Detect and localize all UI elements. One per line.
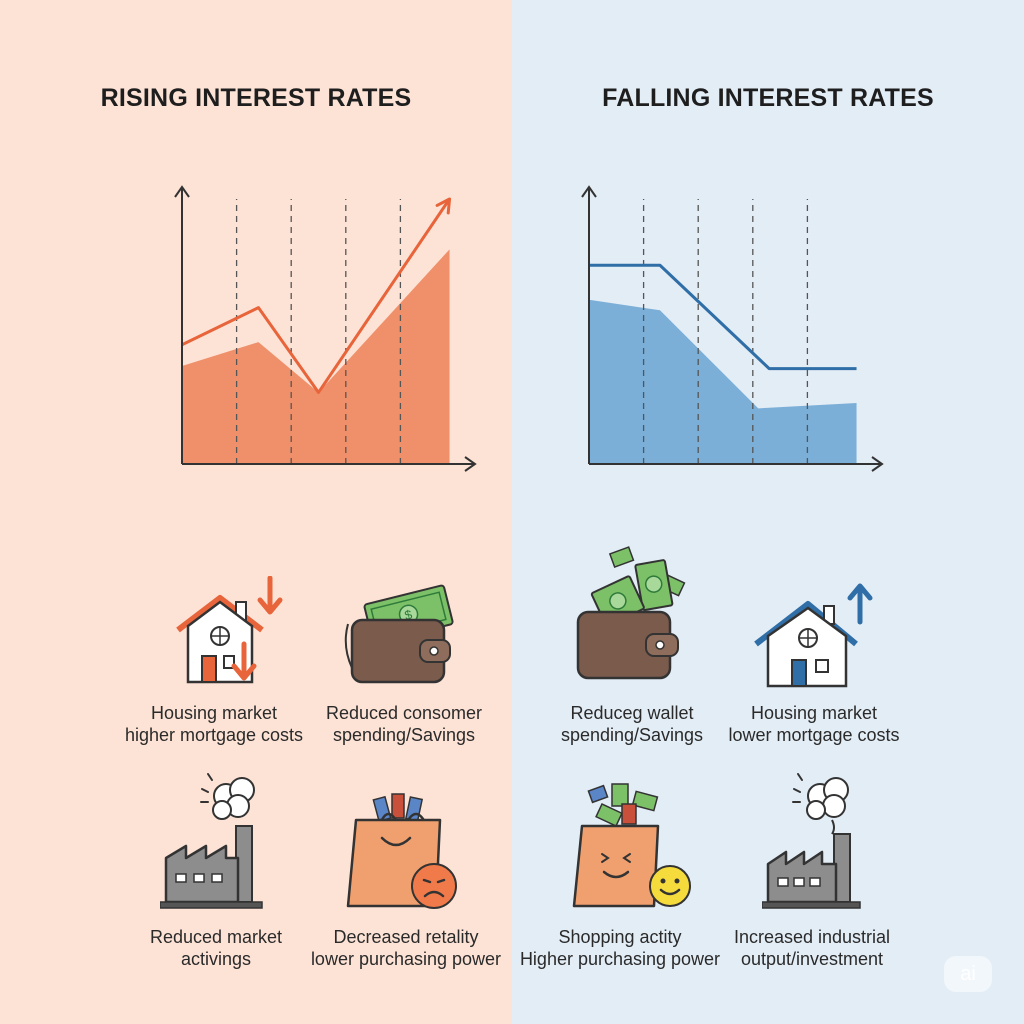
area-series bbox=[182, 249, 450, 464]
rising-rates-chart bbox=[174, 185, 477, 472]
line-series bbox=[181, 198, 451, 394]
y-axis bbox=[581, 185, 597, 464]
housing-market-caption-left: Housing market higher mortgage costs bbox=[104, 702, 324, 746]
caption-line-2: spending/Savings bbox=[332, 725, 476, 745]
housing-market-caption-right: Housing market lower mortgage costs bbox=[704, 702, 924, 746]
rising-rates-panel: RISING INTEREST RATES Housing market hig… bbox=[0, 0, 512, 1024]
caption-line-1: Reduceg wallet bbox=[570, 703, 694, 723]
house-up-arrow-icon bbox=[754, 583, 873, 688]
line-series bbox=[589, 263, 857, 371]
market-activity-caption-left: Reduced market activings bbox=[106, 926, 326, 970]
wallet-flying-cash-icon bbox=[576, 546, 686, 680]
svg-text:$: $ bbox=[403, 607, 414, 623]
ai-watermark-badge: ai bbox=[944, 956, 992, 992]
caption-line-2: spending/Savings bbox=[560, 725, 704, 745]
x-axis bbox=[589, 456, 884, 472]
falling-rates-title: FALLING INTEREST RATES bbox=[602, 84, 934, 112]
falling-rates-panel: FALLING INTEREST RATES Reduceg wallet sp… bbox=[512, 0, 1024, 1024]
factory-smoke-icon bbox=[762, 773, 861, 909]
caption-line-2: lower purchasing power bbox=[310, 949, 502, 969]
x-axis bbox=[182, 456, 477, 472]
line-arrowhead bbox=[435, 197, 452, 215]
caption-line-2: activings bbox=[180, 949, 252, 969]
caption-line-1: Reduced consomer bbox=[325, 703, 483, 723]
shopping-bag-happy-icon bbox=[572, 783, 691, 908]
caption-line-1: Reduced market bbox=[149, 927, 283, 947]
caption-line-1: Housing market bbox=[750, 703, 878, 723]
y-axis bbox=[174, 185, 190, 464]
caption-line-2: higher mortgage costs bbox=[124, 725, 304, 745]
industrial-output-caption-right: Increased industrial output/investment bbox=[702, 926, 922, 970]
area-series bbox=[589, 299, 857, 464]
caption-line-2: lower mortgage costs bbox=[728, 725, 900, 745]
rising-rates-title: RISING INTEREST RATES bbox=[100, 84, 412, 112]
caption-line-1: Increased industrial bbox=[733, 927, 891, 947]
house-down-arrows-icon bbox=[176, 576, 283, 684]
caption-line-1: Housing market bbox=[150, 703, 278, 723]
wallet-spending-caption-right: Reduceg wallet spending/Savings bbox=[522, 702, 742, 746]
retail-caption-left: Decreased retality lower purchasing powe… bbox=[296, 926, 516, 970]
shopping-bag-sad-icon bbox=[346, 793, 457, 909]
wallet-cash-icon: $ bbox=[344, 584, 454, 684]
falling-rates-chart bbox=[581, 185, 884, 472]
caption-line-2: output/investment bbox=[740, 949, 884, 969]
shopping-caption-right: Shopping actity Higher purchasing power bbox=[510, 926, 730, 970]
consumer-spending-caption-left: Reduced consomer spending/Savings bbox=[294, 702, 514, 746]
caption-line-1: Shopping actity bbox=[558, 927, 682, 947]
caption-line-2: Higher purchasing power bbox=[519, 949, 721, 969]
factory-smoke-icon bbox=[160, 773, 263, 909]
caption-line-1: Decreased retality bbox=[333, 927, 479, 947]
